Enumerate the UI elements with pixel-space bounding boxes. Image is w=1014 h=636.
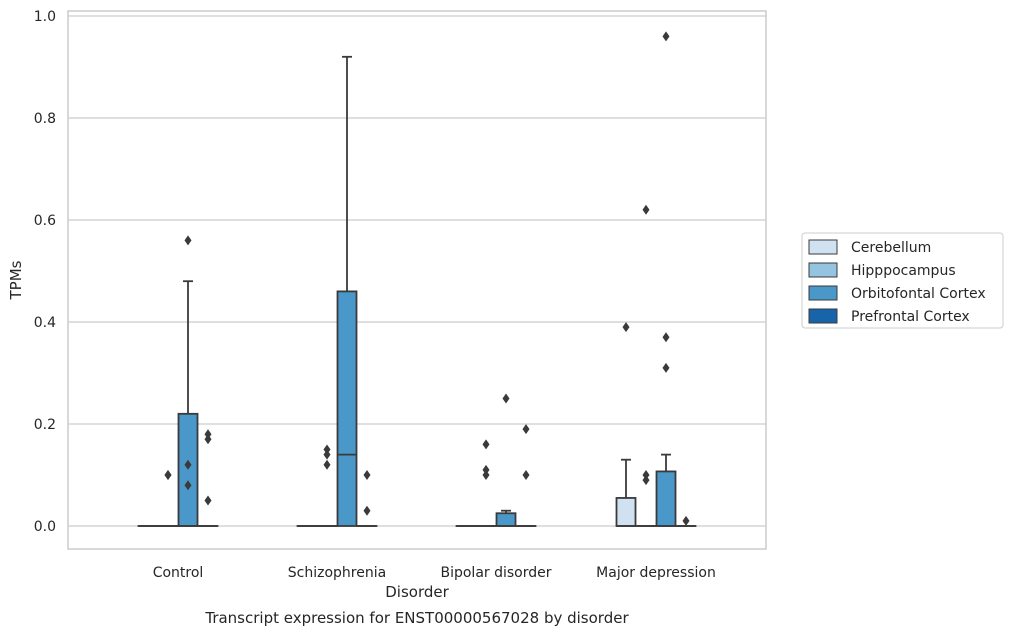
outlier-point [682, 515, 690, 526]
y-tick-label: 0.2 [34, 417, 56, 433]
outlier-point [642, 475, 650, 486]
x-axis-label: Disorder [385, 583, 449, 601]
box-orbitofontal-cortex [177, 280, 199, 527]
box-body [615, 497, 637, 527]
box-body [495, 512, 517, 527]
legend-swatch [808, 262, 838, 278]
outlier-point [522, 470, 530, 480]
outlier-point [642, 470, 650, 480]
x-tick-label: Control [153, 565, 204, 581]
legend-swatch [808, 308, 838, 324]
y-tick-label: 1.0 [34, 9, 56, 25]
outlier-point [323, 449, 331, 460]
y-tick-label: 0.8 [34, 111, 56, 127]
boxes [137, 55, 697, 527]
legend-swatch [808, 239, 838, 255]
legend-entry-label: Orbitofontal Cortex [851, 286, 986, 302]
legend-swatch [808, 285, 838, 301]
box-orbitofontal-cortex [495, 509, 517, 527]
outlier-point [662, 31, 670, 42]
y-tick-label: 0.6 [34, 213, 56, 229]
y-tick-label: 0.4 [34, 315, 56, 331]
outlier-point [363, 470, 371, 480]
legend-entry-label: Hipppocampus [851, 263, 956, 279]
outlier-point [482, 470, 490, 480]
outlier-point [662, 362, 670, 373]
x-tick-label: Schizophrenia [288, 565, 386, 581]
y-axis-label: TPMs [7, 260, 25, 300]
outlier-point [204, 429, 212, 440]
outlier-point [204, 495, 212, 506]
legend-entry-label: Cerebellum [851, 240, 931, 256]
box-orbitofontal-cortex [655, 453, 677, 527]
legend-entry-label: Prefrontal Cortex [851, 309, 970, 325]
outlier-point [363, 505, 371, 516]
outlier-point [323, 444, 331, 455]
legend: Cerebellum Hipppocampus Orbitofontal Corte… [801, 232, 1004, 329]
box-orbitofontal-cortex [336, 55, 358, 527]
box-body [336, 290, 358, 527]
chart-caption: Transcript expression for ENST0000056702… [204, 609, 629, 627]
outlier-point [164, 470, 172, 480]
outlier-point [482, 464, 490, 475]
outlier-point [184, 235, 192, 246]
x-tick-label: Major depression [596, 565, 716, 581]
plot-frame [67, 10, 767, 550]
outlier-point [522, 424, 530, 435]
gridlines [68, 15, 766, 527]
outlier-point [323, 459, 331, 470]
x-tick-label: Bipolar disorder [440, 565, 551, 581]
outlier-point [184, 480, 192, 491]
outlier-point [184, 459, 192, 470]
tick-labels: 0.0 0.2 0.4 0.6 0.8 1.0 Control Schizophrenia Bi… [34, 9, 716, 581]
legend-frame [801, 232, 1004, 329]
outlier-point [662, 332, 670, 343]
outliers [164, 31, 690, 526]
box-body [655, 470, 677, 527]
box-body [177, 412, 199, 527]
outlier-point [482, 439, 490, 450]
box-cerebellum [615, 458, 637, 527]
outlier-point [204, 434, 212, 445]
y-tick-label: 0.0 [34, 519, 56, 535]
outlier-point [502, 393, 510, 404]
outlier-point [622, 322, 630, 333]
outlier-point [642, 204, 650, 215]
